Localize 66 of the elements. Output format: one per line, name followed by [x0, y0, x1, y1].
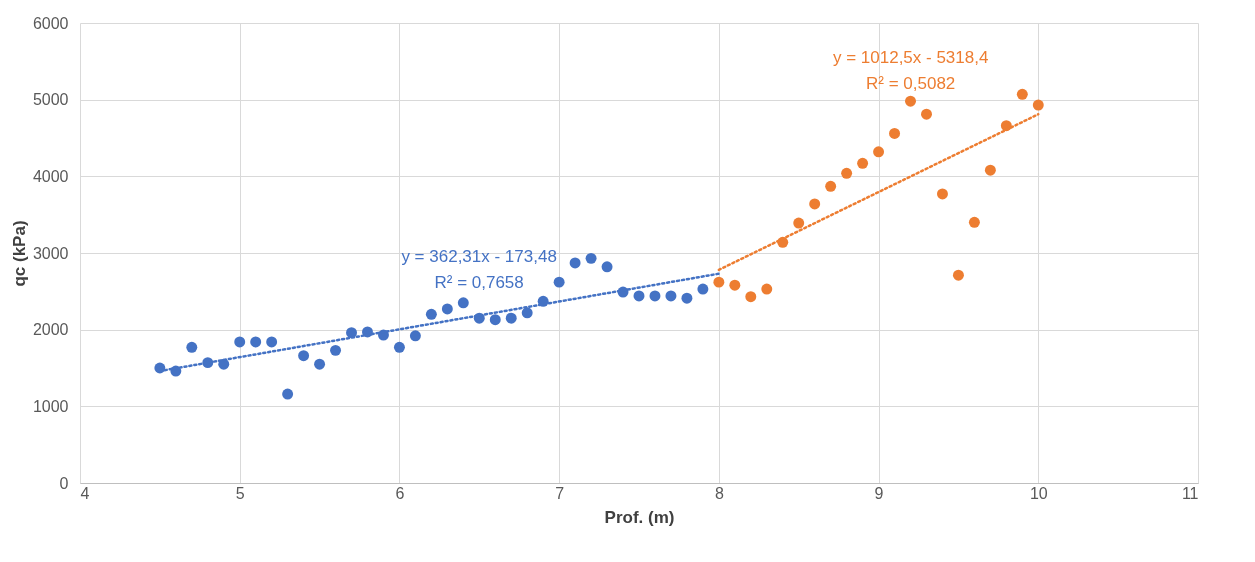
- y-tick-label: 2000: [32, 321, 69, 339]
- point: [825, 180, 837, 192]
- point: [489, 314, 501, 326]
- point: [457, 297, 469, 309]
- point: [697, 283, 709, 295]
- point: [409, 330, 421, 342]
- point: [665, 290, 677, 302]
- x-tick-label: 10: [1029, 484, 1048, 502]
- point: [745, 291, 757, 303]
- point: [936, 188, 948, 200]
- point: [873, 146, 885, 158]
- point: [393, 341, 405, 353]
- point: [713, 276, 725, 288]
- point: [968, 216, 980, 228]
- point: [905, 95, 916, 107]
- y-tick-label: 0: [59, 474, 69, 492]
- point: [681, 292, 693, 304]
- point: [266, 336, 278, 348]
- point: [250, 336, 262, 348]
- point: [553, 276, 565, 288]
- x-axis-title: Prof. (m): [604, 507, 675, 527]
- point: [234, 336, 246, 348]
- point: [649, 290, 661, 302]
- point: [314, 358, 326, 370]
- point: [857, 157, 869, 169]
- point: [841, 167, 853, 179]
- point: [729, 279, 741, 291]
- x-tick-label: 9: [874, 484, 884, 502]
- point: [921, 108, 932, 120]
- y-tick-label: 1000: [32, 397, 69, 415]
- y-tick-label: 4000: [32, 167, 69, 185]
- point: [1016, 88, 1028, 100]
- x-tick-label: 4: [80, 484, 90, 502]
- annotation: R² = 0,5082: [866, 73, 956, 93]
- x-tick-label: 11: [1181, 484, 1199, 502]
- point: [585, 252, 597, 264]
- x-tick-label: 8: [714, 484, 724, 502]
- point: [186, 341, 198, 353]
- y-tick-label: 5000: [32, 91, 69, 109]
- point: [809, 198, 821, 210]
- point: [793, 217, 805, 229]
- y-axis-title: qc (kPa): [9, 220, 29, 287]
- point: [298, 350, 310, 362]
- point: [569, 257, 581, 269]
- point: [441, 303, 453, 315]
- x-tick-label: 6: [395, 484, 405, 502]
- point: [761, 283, 773, 295]
- annotation: y = 362,31x - 173,48: [401, 246, 557, 266]
- point: [505, 312, 517, 324]
- point: [346, 327, 357, 339]
- point: [952, 269, 964, 281]
- x-tick-label: 7: [555, 484, 565, 502]
- annotation: R² = 0,7658: [434, 272, 524, 292]
- annotation: y = 1012,5x - 5318,4: [832, 47, 989, 67]
- point: [601, 261, 613, 273]
- point: [984, 164, 996, 176]
- point: [633, 290, 645, 302]
- y-tick-label: 3000: [32, 244, 69, 262]
- y-tick-label: 6000: [32, 14, 69, 32]
- point: [521, 307, 533, 319]
- x-tick-label: 5: [235, 484, 245, 502]
- point: [1032, 99, 1044, 111]
- point: [889, 127, 901, 139]
- point: [330, 344, 342, 356]
- point: [425, 308, 437, 320]
- point: [282, 388, 294, 400]
